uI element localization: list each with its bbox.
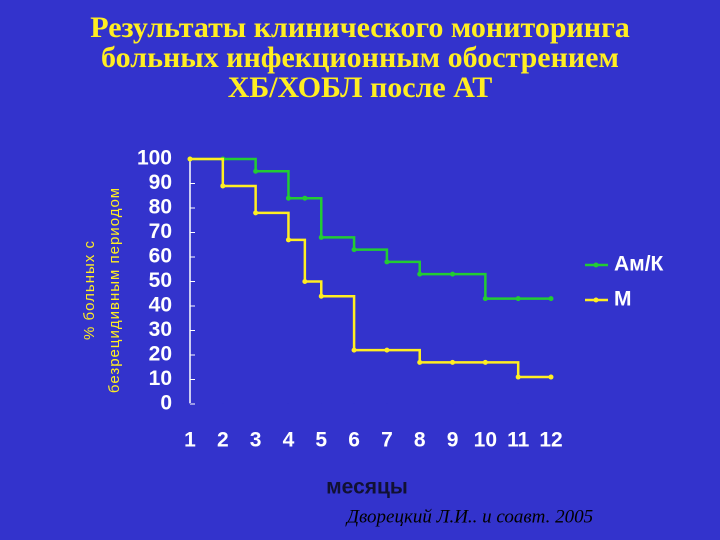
point xyxy=(450,271,456,277)
point xyxy=(515,296,521,302)
title-line: ХБ/ХОБЛ после АТ xyxy=(228,71,493,104)
point xyxy=(417,271,423,277)
y-tick-label: 40 xyxy=(149,294,172,317)
point xyxy=(482,359,488,365)
point xyxy=(417,359,423,365)
x-tick-label: 4 xyxy=(283,429,295,452)
point xyxy=(548,374,554,380)
x-tick-label: 6 xyxy=(348,429,360,452)
x-tick-label: 5 xyxy=(315,429,327,452)
y-tick-label: 10 xyxy=(149,367,172,390)
legend-label: М xyxy=(614,288,632,311)
x-tick-label: 2 xyxy=(217,429,229,452)
x-tick-label: 8 xyxy=(414,429,426,452)
y-tick-label: 0 xyxy=(160,392,172,415)
source: Дворецкий Л.И.. и соавт. 2005 xyxy=(345,506,593,527)
point xyxy=(384,347,390,353)
point xyxy=(318,234,324,240)
legend-label: Ам/К xyxy=(614,253,664,276)
point xyxy=(351,347,357,353)
point xyxy=(285,237,291,243)
y-tick-label: 60 xyxy=(149,245,172,268)
x-tick-label: 7 xyxy=(381,429,393,452)
title-line: больных инфекционным обострением xyxy=(101,41,619,74)
point xyxy=(450,359,456,365)
x-tick-label: 3 xyxy=(250,429,262,452)
y-tick-label: 80 xyxy=(149,196,172,219)
legend-marker xyxy=(593,262,599,268)
point xyxy=(515,374,521,380)
series-line xyxy=(190,157,551,379)
point xyxy=(302,195,308,201)
point xyxy=(482,296,488,302)
y-tick-label: 30 xyxy=(149,318,172,341)
point xyxy=(318,293,324,299)
legend-marker xyxy=(593,297,599,303)
y-axis-label: безрецидивным периодом xyxy=(106,187,123,393)
series-line xyxy=(190,157,551,300)
y-tick-label: 50 xyxy=(149,269,172,292)
x-tick-label: 12 xyxy=(539,429,562,452)
x-tick-label: 11 xyxy=(507,429,530,452)
y-axis-label: % больных с xyxy=(81,240,98,340)
point xyxy=(253,210,259,216)
x-tick-label: 10 xyxy=(474,429,497,452)
title-line: Результаты клинического мониторинга xyxy=(90,11,629,44)
y-tick-label: 90 xyxy=(149,171,172,194)
y-tick-label: 100 xyxy=(137,147,172,170)
point xyxy=(187,156,193,162)
point xyxy=(285,195,291,201)
x-axis-label: месяцы xyxy=(326,476,408,499)
point xyxy=(302,279,308,284)
x-tick-label: 9 xyxy=(447,429,459,452)
point xyxy=(220,183,226,189)
point xyxy=(351,247,357,253)
y-tick-label: 20 xyxy=(149,343,172,366)
point xyxy=(253,168,259,174)
point xyxy=(548,296,554,302)
x-tick-label: 1 xyxy=(184,429,196,452)
y-tick-label: 70 xyxy=(149,220,172,243)
point xyxy=(384,259,390,265)
